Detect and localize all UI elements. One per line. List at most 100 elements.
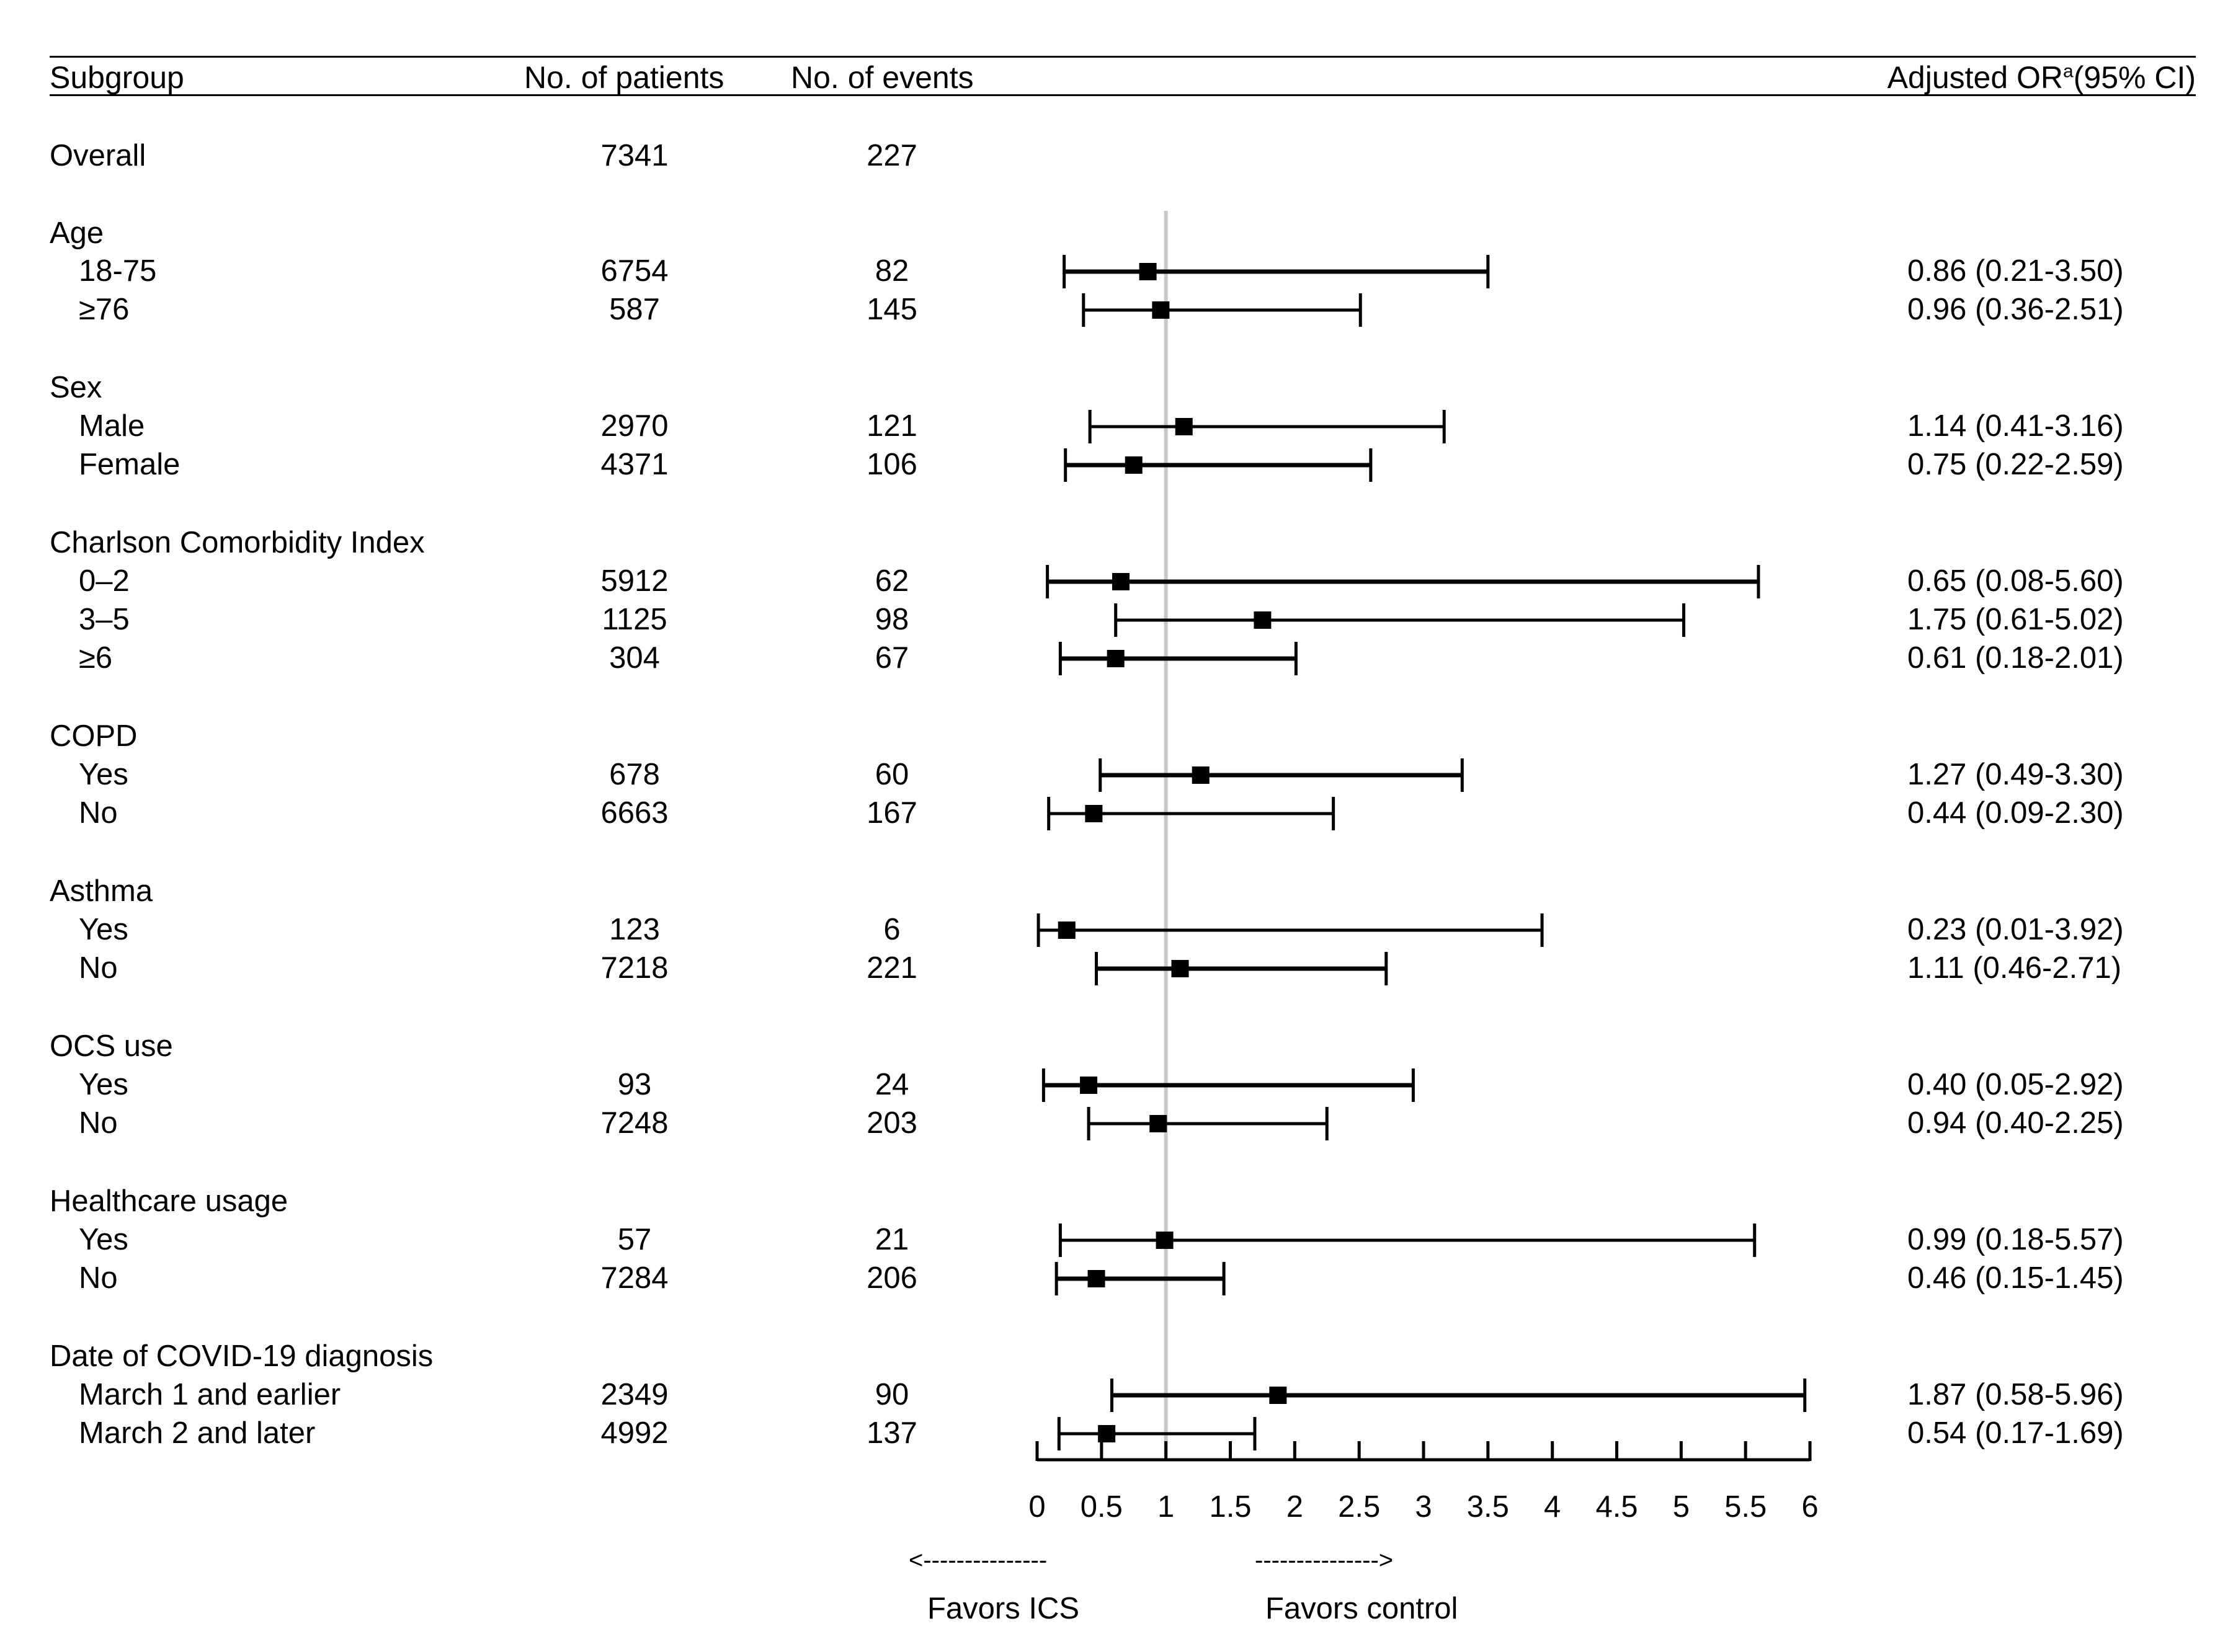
or-ci-value: 1.87 (0.58-5.96) <box>1907 1378 2124 1411</box>
or-ci-value: 0.61 (0.18-2.01) <box>1907 641 2124 675</box>
events-value: 60 <box>875 758 909 791</box>
or-point <box>1080 1077 1098 1094</box>
or-point <box>1171 960 1189 977</box>
row-label: Male <box>79 409 145 443</box>
header-or-footnote: a <box>2063 61 2074 82</box>
x-tick-label: 2 <box>1286 1490 1303 1524</box>
or-point <box>1192 766 1210 784</box>
patients-value: 1125 <box>602 603 667 636</box>
patients-value: 6663 <box>600 796 669 830</box>
row-label: OCS use <box>50 1029 173 1063</box>
x-tick-label: 4.5 <box>1595 1490 1638 1524</box>
header-or-prefix: Adjusted OR <box>1887 60 2064 95</box>
patients-value: 4992 <box>600 1416 669 1450</box>
or-point <box>1254 611 1272 629</box>
row-label: March 1 and earlier <box>79 1378 341 1411</box>
row-label: Asthma <box>50 874 153 908</box>
events-value: 203 <box>867 1106 917 1140</box>
row-label: No <box>79 951 118 985</box>
x-tick-label: 0 <box>1028 1490 1045 1524</box>
events-value: 67 <box>875 641 909 675</box>
events-value: 167 <box>867 796 917 830</box>
row-label: 0–2 <box>79 564 130 598</box>
patients-value: 4371 <box>600 448 669 481</box>
header-events: No. of events <box>791 60 974 95</box>
or-point <box>1152 301 1170 319</box>
patients-value: 304 <box>609 641 660 675</box>
or-ci-value: 0.99 (0.18-5.57) <box>1907 1223 2124 1256</box>
patients-value: 7218 <box>600 951 669 985</box>
x-tick-label: 2.5 <box>1338 1490 1380 1524</box>
or-ci-value: 1.75 (0.61-5.02) <box>1907 603 2124 636</box>
row-label: Date of COVID-19 diagnosis <box>50 1339 434 1373</box>
or-ci-value: 0.46 (0.15-1.45) <box>1907 1261 2124 1295</box>
events-value: 98 <box>875 603 909 636</box>
patients-value: 57 <box>617 1223 652 1256</box>
row-label: 18-75 <box>79 254 157 288</box>
header-subgroup: Subgroup <box>50 60 184 95</box>
patients-value: 7248 <box>600 1106 669 1140</box>
row-label: No <box>79 1261 118 1295</box>
patients-value: 587 <box>609 293 660 326</box>
or-point <box>1156 1232 1174 1249</box>
events-value: 90 <box>875 1378 909 1411</box>
row-label: Charlson Comorbidity Index <box>50 526 425 559</box>
events-value: 21 <box>875 1223 909 1256</box>
or-ci-value: 0.86 (0.21-3.50) <box>1907 254 2124 288</box>
events-value: 82 <box>875 254 909 288</box>
events-value: 24 <box>875 1068 909 1101</box>
or-point <box>1107 650 1125 667</box>
events-value: 121 <box>867 409 917 443</box>
row-label: March 2 and later <box>79 1416 316 1450</box>
row-label: Yes <box>79 1068 128 1101</box>
x-tick-label: 6 <box>1801 1490 1818 1524</box>
events-value: 221 <box>867 951 917 985</box>
header-top-rule <box>50 56 2196 58</box>
row-label: Healthcare usage <box>50 1184 288 1218</box>
row-label: Female <box>79 448 181 481</box>
header-bottom-rule <box>50 94 2196 96</box>
patients-value: 678 <box>609 758 660 791</box>
or-point <box>1087 1270 1105 1287</box>
row-label: ≥76 <box>79 293 130 326</box>
events-value: 206 <box>867 1261 917 1295</box>
header-or-suffix: (95% CI) <box>2073 60 2196 95</box>
events-value: 62 <box>875 564 909 598</box>
or-ci-value: 0.54 (0.17-1.69) <box>1907 1416 2124 1450</box>
events-value: 227 <box>867 139 917 172</box>
or-point <box>1112 573 1130 590</box>
row-label: No <box>79 1106 118 1140</box>
or-ci-value: 1.11 (0.46-2.71) <box>1907 951 2122 985</box>
favors-left-arrow: <--------------- <box>909 1547 1048 1574</box>
or-ci-value: 0.75 (0.22-2.59) <box>1907 448 2124 481</box>
events-value: 145 <box>867 293 917 326</box>
row-label: Age <box>50 216 104 250</box>
patients-value: 2970 <box>600 409 669 443</box>
row-label: ≥6 <box>79 641 113 675</box>
row-label: Yes <box>79 758 128 791</box>
events-value: 106 <box>867 448 917 481</box>
x-tick-label: 1.5 <box>1209 1490 1251 1524</box>
or-point <box>1058 921 1076 939</box>
patients-value: 7284 <box>600 1261 669 1295</box>
or-ci-value: 0.40 (0.05-2.92) <box>1907 1068 2124 1101</box>
or-point <box>1098 1425 1116 1442</box>
x-tick-label: 5 <box>1673 1490 1690 1524</box>
or-ci-value: 1.27 (0.49-3.30) <box>1907 758 2124 791</box>
row-label: Overall <box>50 139 146 172</box>
favors-control-label: Favors control <box>1265 1592 1458 1625</box>
favors-ics-label: Favors ICS <box>927 1592 1080 1625</box>
or-point <box>1149 1115 1167 1132</box>
x-tick-label: 3 <box>1415 1490 1432 1524</box>
row-label: COPD <box>50 719 138 753</box>
patients-value: 7341 <box>600 139 669 172</box>
or-ci-value: 1.14 (0.41-3.16) <box>1907 409 2124 443</box>
or-point <box>1125 456 1143 474</box>
or-point <box>1085 805 1103 822</box>
x-tick-label: 3.5 <box>1467 1490 1509 1524</box>
x-tick-label: 0.5 <box>1081 1490 1123 1524</box>
or-ci-value: 0.94 (0.40-2.25) <box>1907 1106 2124 1140</box>
row-label: Yes <box>79 913 128 946</box>
